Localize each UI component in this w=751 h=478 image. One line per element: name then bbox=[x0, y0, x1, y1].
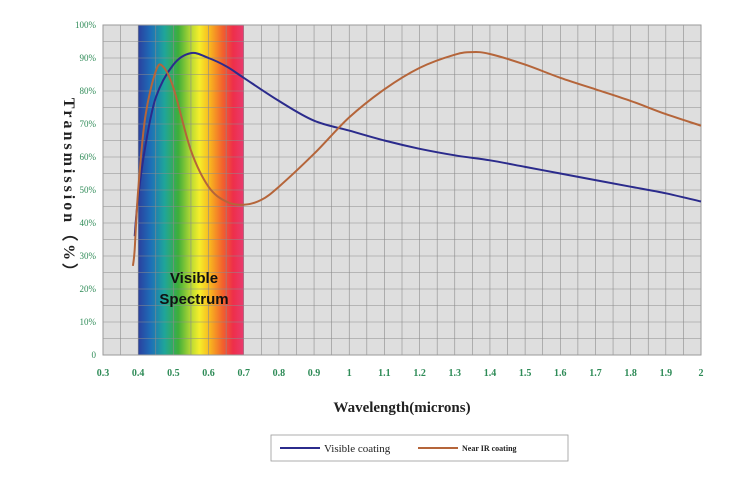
plot-border bbox=[102, 24, 702, 356]
x-tick-label: 1 bbox=[347, 368, 352, 379]
legend-label-near-ir-coating: Near IR coating bbox=[462, 444, 517, 453]
y-axis-label: Transmission（%） bbox=[60, 98, 78, 282]
x-tick-label: 1.9 bbox=[660, 368, 673, 379]
y-tick-label: 40% bbox=[80, 218, 97, 228]
x-tick-label: 2 bbox=[699, 368, 704, 379]
x-axis-label: Wavelength(microns) bbox=[333, 400, 470, 416]
y-tick-label: 10% bbox=[80, 317, 97, 327]
band-label-visible: Visible bbox=[170, 270, 218, 287]
x-tick-label: 0.6 bbox=[202, 368, 215, 379]
y-tick-label: 70% bbox=[80, 119, 97, 129]
y-tick-label: 60% bbox=[80, 152, 97, 162]
y-tick-label: 50% bbox=[80, 185, 97, 195]
series-visible-coating-line bbox=[133, 51, 702, 237]
y-tick-label: 80% bbox=[80, 86, 97, 96]
legend-label-visible-coating: Visible coating bbox=[324, 443, 391, 455]
y-tick-label: 20% bbox=[80, 284, 97, 294]
y-axis-ticks: 0 10% 20% 30% 40% 50% 60% 70% 80% 90% 100% bbox=[75, 20, 97, 360]
x-tick-label: 1.7 bbox=[589, 368, 602, 379]
y-tick-label: 100% bbox=[75, 20, 97, 30]
x-tick-label: 0.4 bbox=[132, 368, 145, 379]
x-tick-label: 1.8 bbox=[624, 368, 637, 379]
x-tick-label: 0.5 bbox=[167, 368, 180, 379]
grid bbox=[102, 24, 702, 356]
y-tick-label: 0 bbox=[92, 350, 97, 360]
x-tick-label: 1.2 bbox=[413, 368, 426, 379]
x-tick-label: 1.4 bbox=[484, 368, 497, 379]
x-tick-label: 0.8 bbox=[273, 368, 286, 379]
x-tick-label: 1.1 bbox=[378, 368, 391, 379]
x-tick-label: 1.5 bbox=[519, 368, 532, 379]
series-near-ir-coating-line bbox=[131, 51, 702, 267]
x-tick-label: 0.9 bbox=[308, 368, 321, 379]
band-label-spectrum: Spectrum bbox=[159, 291, 228, 308]
x-tick-label: 0.3 bbox=[97, 368, 110, 379]
y-tick-label: 90% bbox=[80, 53, 97, 63]
legend: Visible coating Near IR coating bbox=[270, 434, 569, 462]
x-tick-label: 1.6 bbox=[554, 368, 567, 379]
x-tick-label: 0.7 bbox=[237, 368, 250, 379]
x-axis-ticks: 0.3 0.4 0.5 0.6 0.7 0.8 0.9 1 1.1 1.2 1.3 1.4 1.5 1.6… bbox=[97, 368, 704, 379]
x-tick-label: 1.3 bbox=[449, 368, 462, 379]
y-tick-label: 30% bbox=[80, 251, 97, 261]
